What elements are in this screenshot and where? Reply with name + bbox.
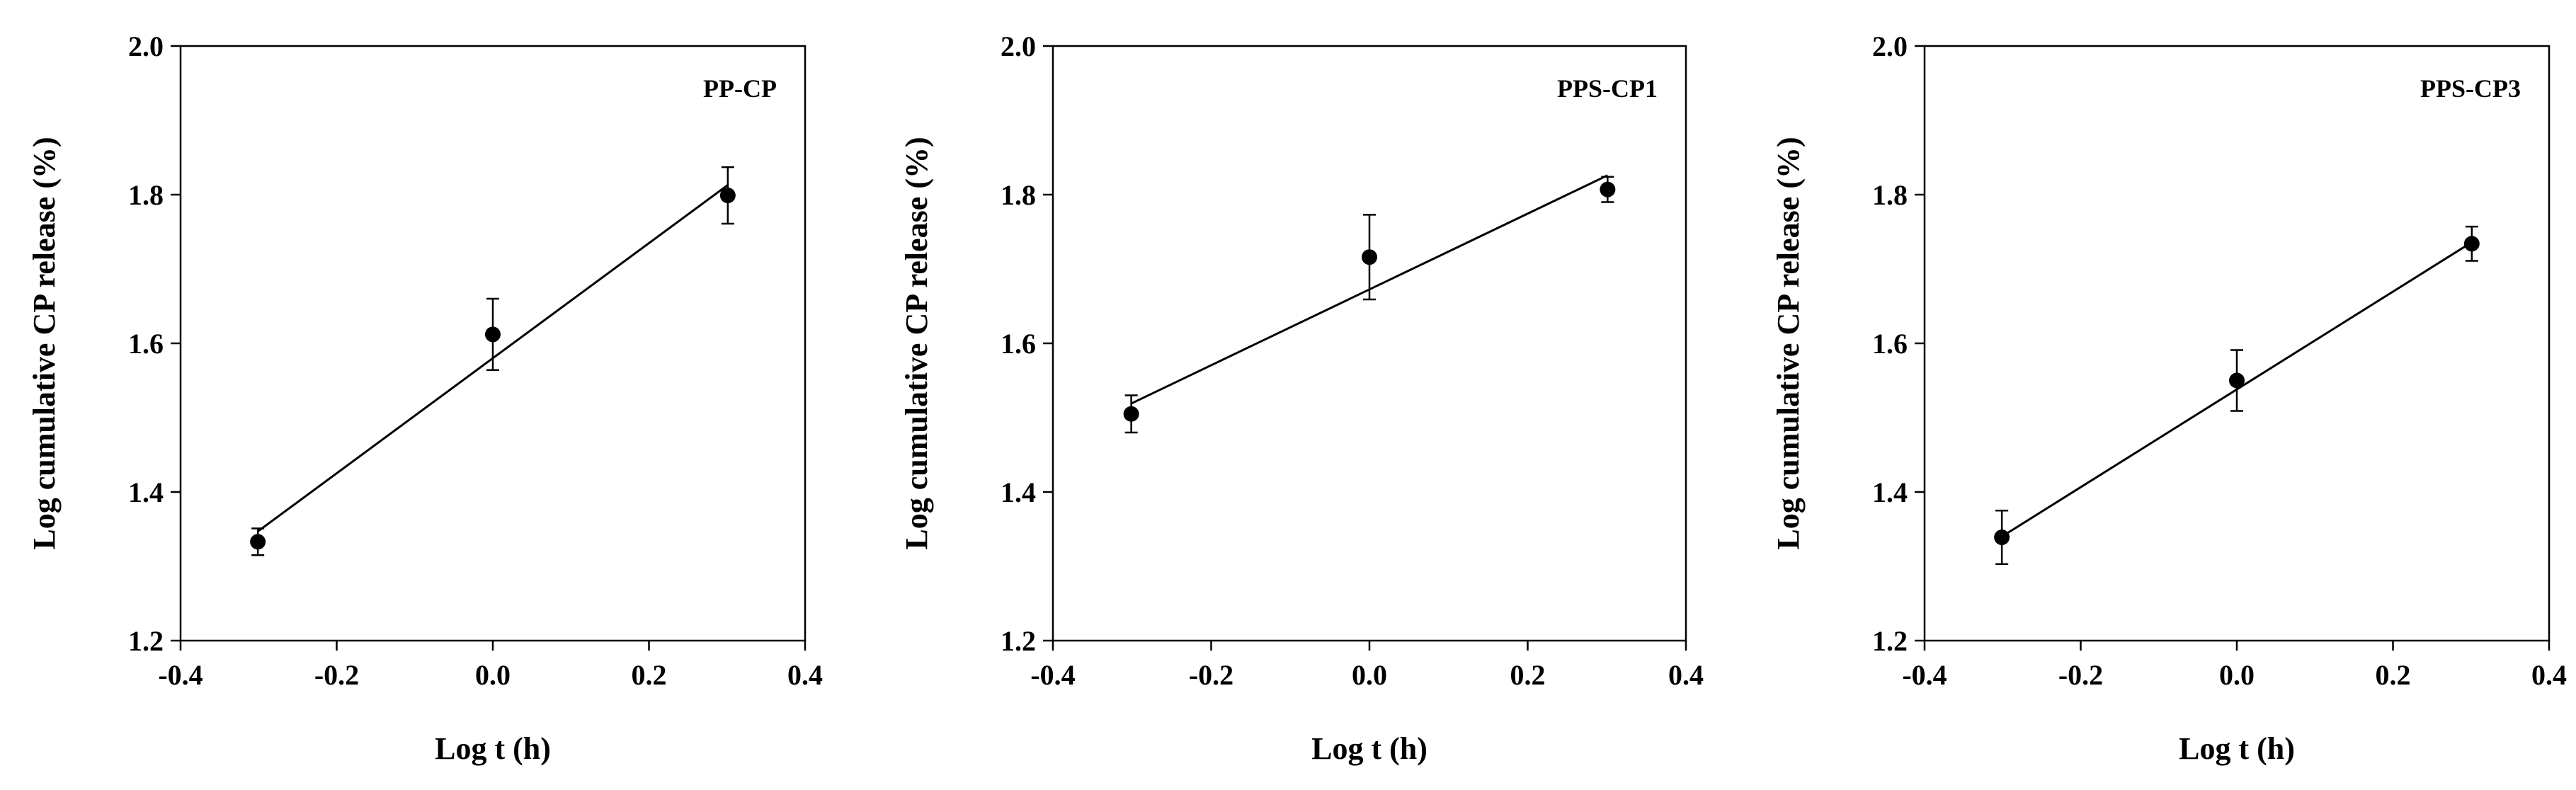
- panel-title: PP-CP: [703, 74, 777, 103]
- y-tick-label: 1.6: [1872, 328, 1908, 360]
- y-tick-label: 1.2: [1001, 625, 1036, 657]
- y-tick-label: 1.8: [1001, 179, 1036, 211]
- x-axis-title: Log t (h): [2179, 731, 2295, 766]
- y-axis-title: Log cumulative CP release (%): [899, 137, 934, 549]
- x-tick-label: 0.2: [1510, 659, 1546, 691]
- x-tick-label: -0.4: [1030, 659, 1075, 691]
- x-tick-label: 0.4: [1668, 659, 1704, 691]
- y-tick-label: 1.6: [128, 328, 164, 360]
- x-tick-label: -0.4: [158, 659, 203, 691]
- x-tick-label: 0.0: [2219, 659, 2255, 691]
- x-tick-label: 0.2: [632, 659, 667, 691]
- x-tick-label: 0.4: [787, 659, 823, 691]
- y-axis-title: Log cumulative CP release (%): [1771, 137, 1806, 549]
- y-tick-label: 1.4: [1001, 476, 1036, 508]
- data-point: [2229, 372, 2245, 389]
- y-axis-title: Log cumulative CP release (%): [27, 137, 62, 549]
- y-tick-label: 2.0: [1001, 30, 1036, 62]
- data-point: [485, 326, 501, 343]
- y-tick-label: 1.6: [1001, 328, 1036, 360]
- y-tick-label: 1.4: [128, 476, 164, 508]
- chart-panel-1: 1.2 1.4 1.6 1.8 2.0 -0.4 -0.2 0.0 0.2 0.4 Log t (h…: [27, 30, 823, 766]
- x-tick-label: -0.2: [1189, 659, 1233, 691]
- y-tick-label: 1.2: [128, 625, 164, 657]
- y-tick-label: 2.0: [1872, 30, 1908, 62]
- panel-title: PPS-CP1: [1557, 74, 1658, 103]
- y-tick-label: 1.8: [128, 179, 164, 211]
- data-point: [250, 534, 266, 550]
- y-tick-label: 1.2: [1872, 625, 1908, 657]
- data-point: [1994, 529, 2010, 546]
- x-axis-title: Log t (h): [1311, 731, 1427, 766]
- x-tick-label: 0.2: [2376, 659, 2411, 691]
- plot-frame: [1923, 45, 2551, 642]
- x-tick-label: 0.0: [475, 659, 511, 691]
- chart-panel-3: 1.2 1.4 1.6 1.8 2.0 -0.4 -0.2 0.0 0.2 0.4 Log t (h…: [1771, 30, 2567, 766]
- x-tick-label: -0.2: [314, 659, 359, 691]
- y-tick-label: 1.4: [1872, 476, 1908, 508]
- x-axis-title: Log t (h): [435, 731, 551, 766]
- x-tick-label: -0.2: [2058, 659, 2103, 691]
- panel-title: PPS-CP3: [2420, 74, 2521, 103]
- x-tick-label: 0.4: [2531, 659, 2567, 691]
- chart-panel-2: 1.2 1.4 1.6 1.8 2.0 -0.4 -0.2 0.0 0.2 0.4 Log t (h…: [899, 30, 1704, 766]
- data-point: [1123, 406, 1139, 422]
- x-tick-label: -0.4: [1902, 659, 1947, 691]
- y-tick-label: 2.0: [128, 30, 164, 62]
- data-point: [719, 188, 736, 204]
- y-tick-label: 1.8: [1872, 179, 1908, 211]
- data-point: [2463, 236, 2480, 252]
- x-tick-label: 0.0: [1352, 659, 1387, 691]
- data-point: [1600, 181, 1616, 198]
- data-point: [1362, 249, 1377, 265]
- plot-frame: [1052, 45, 1687, 642]
